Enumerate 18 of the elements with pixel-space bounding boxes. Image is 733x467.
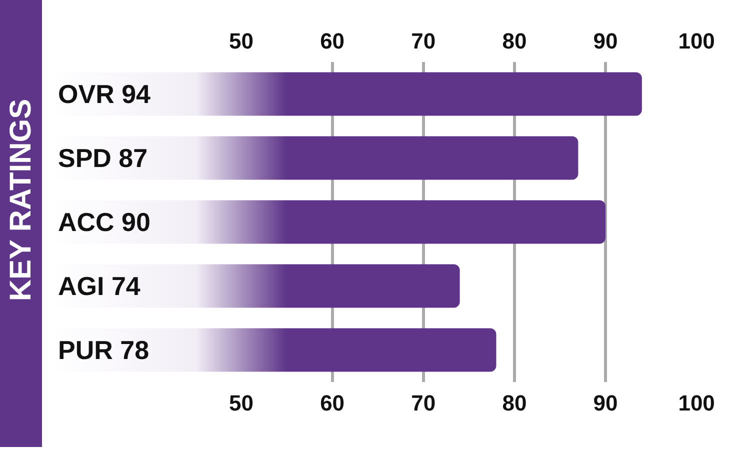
x2-tick-label: 60 <box>320 28 345 54</box>
y-tick-label: OVR 94 <box>58 79 152 109</box>
x-tick-label: 80 <box>502 390 527 416</box>
y-tick-label: AGI 74 <box>58 271 141 301</box>
x2-tick-label: 70 <box>411 28 436 54</box>
y-tick-label: ACC 90 <box>58 207 150 237</box>
y-tick-label: PUR 78 <box>58 335 150 365</box>
x-tick-label: 60 <box>320 390 345 416</box>
x2-tick-label: 80 <box>502 28 527 54</box>
x2-tick-label: 90 <box>593 28 618 54</box>
x2-tick-label: 50 <box>229 28 254 54</box>
y-tick-label: SPD 87 <box>58 143 148 173</box>
x-tick-label: 70 <box>411 390 436 416</box>
x-tick-label: 50 <box>229 390 254 416</box>
x-tick-label: 100 <box>678 390 715 416</box>
x2-tick-label: 100 <box>678 28 715 54</box>
x-tick-label: 90 <box>593 390 618 416</box>
text: KEY RATINGS <box>4 98 38 302</box>
